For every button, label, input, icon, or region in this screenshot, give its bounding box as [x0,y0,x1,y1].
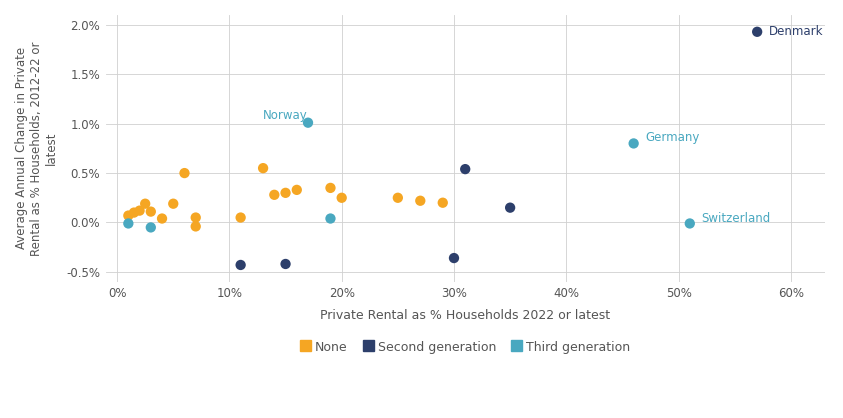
None [324,185,337,191]
Text: Denmark: Denmark [769,25,823,38]
None [121,212,135,219]
None [167,200,180,207]
None [138,200,152,207]
Second generation [503,204,517,211]
Legend: None, Second generation, Third generation: None, Second generation, Third generatio… [300,342,631,354]
None [178,170,191,176]
Y-axis label: Average Annual Change in Private
Rental as % Households, 2012-22 or
latest: Average Annual Change in Private Rental … [15,41,58,256]
Text: Norway: Norway [263,109,308,122]
None [335,194,348,201]
Third generation [121,220,135,227]
None [391,194,405,201]
None [189,214,202,221]
Third generation [301,120,314,126]
Third generation [144,224,158,231]
Second generation [459,166,472,173]
None [290,186,303,193]
Text: Germany: Germany [645,131,699,144]
None [414,197,427,204]
None [189,223,202,230]
Second generation [448,255,461,261]
Second generation [750,28,764,35]
Second generation [279,261,293,268]
Text: Switzerland: Switzerland [701,212,771,225]
X-axis label: Private Rental as % Households 2022 or latest: Private Rental as % Households 2022 or l… [320,308,610,321]
Second generation [234,262,247,268]
Third generation [324,215,337,222]
None [256,165,270,171]
None [279,189,293,196]
None [234,214,247,221]
Third generation [627,140,641,147]
None [436,199,449,206]
None [133,207,147,214]
None [144,208,158,215]
None [267,191,281,198]
None [155,215,169,222]
Third generation [683,220,696,227]
None [127,209,141,216]
